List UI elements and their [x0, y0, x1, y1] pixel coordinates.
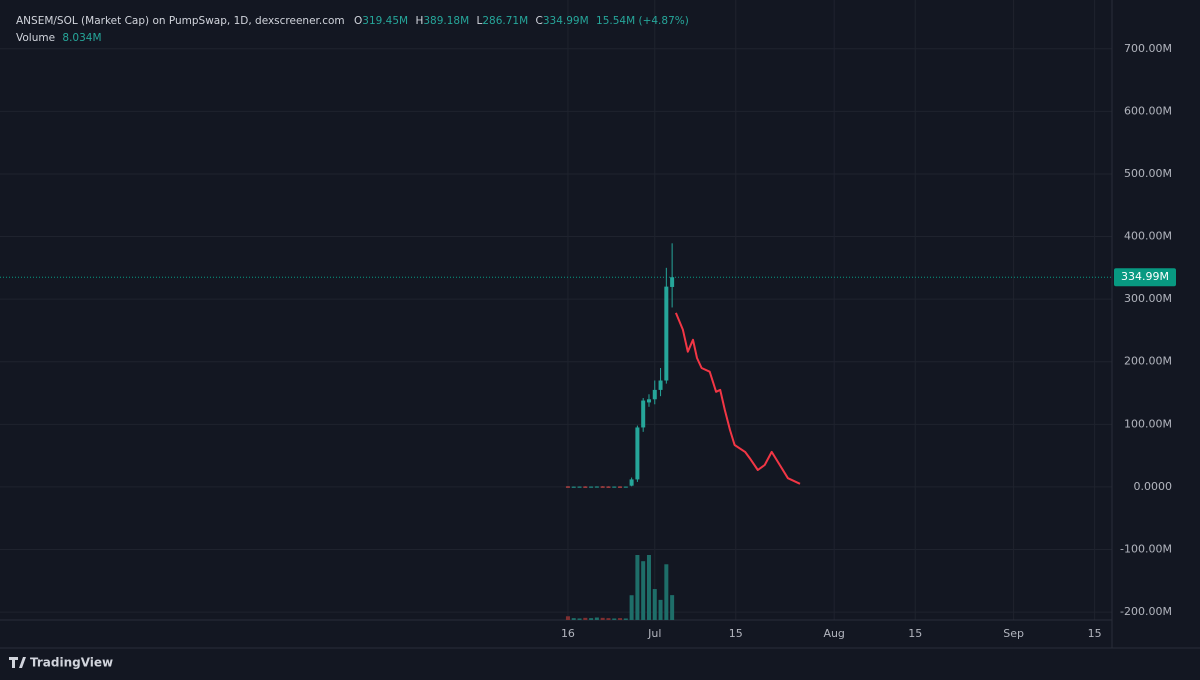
candle-body — [571, 486, 576, 488]
x-tick-label: 15 — [908, 627, 922, 640]
volume-bar — [635, 555, 640, 620]
candle-body — [658, 380, 663, 390]
change-value: 15.54M (+4.87%) — [596, 15, 689, 27]
last-price-badge — [1114, 268, 1176, 287]
close-label: C — [536, 15, 543, 27]
candle-body — [664, 286, 669, 381]
y-tick-label: 600.00M — [1124, 104, 1172, 117]
x-tick-label: 15 — [729, 627, 743, 640]
x-tick-label: Jul — [647, 627, 661, 640]
volume-bar — [600, 617, 605, 620]
candle-body — [635, 427, 640, 480]
low-value: 286.71M — [482, 15, 528, 27]
candle-body — [612, 486, 617, 488]
logo-icon — [9, 657, 26, 668]
volume-value: 8.034M — [62, 32, 101, 44]
volume-bar — [565, 616, 570, 620]
volume-bar — [658, 599, 663, 620]
candle-body — [606, 486, 611, 488]
candle-body — [652, 389, 657, 400]
open-value: 319.45M — [362, 15, 408, 27]
volume-bar — [618, 618, 623, 620]
y-tick-label: 500.00M — [1124, 167, 1172, 180]
logo[interactable]: TradingView — [9, 656, 113, 670]
candle-body — [565, 486, 570, 488]
close-value: 334.99M — [543, 15, 589, 27]
volume-bar — [652, 589, 657, 620]
y-tick-label: 0.0000 — [1134, 480, 1173, 493]
volume-bar — [629, 595, 634, 620]
volume-bar — [670, 595, 675, 620]
candle-body — [629, 479, 634, 486]
candle-body — [583, 486, 588, 488]
volume-bar — [646, 555, 651, 620]
y-tick-label: -200.00M — [1120, 605, 1172, 618]
low-label: L — [477, 15, 483, 27]
brand[interactable]: TradingView — [30, 656, 113, 670]
grid — [0, 0, 1112, 620]
y-tick-label: 400.00M — [1124, 230, 1172, 243]
volume-bar — [664, 564, 669, 620]
candle-body — [618, 486, 623, 488]
y-tick-label: 200.00M — [1124, 355, 1172, 368]
volume-bar — [571, 618, 576, 620]
candle-body — [577, 486, 582, 488]
drawn-line — [674, 312, 801, 485]
candle-body — [594, 486, 599, 488]
last-price-label: 334.99M — [1121, 270, 1169, 283]
volume-bar — [577, 618, 582, 620]
open-label: O — [354, 15, 362, 27]
volume-legend: Volume 8.034M — [16, 32, 102, 44]
volume-bar — [612, 618, 617, 620]
volume-bar — [594, 617, 599, 620]
candle-body — [589, 486, 594, 488]
y-tick-label: -100.00M — [1120, 543, 1172, 556]
x-tick-label: 16 — [561, 627, 575, 640]
candle-body — [600, 486, 605, 488]
y-tick-label: 100.00M — [1124, 417, 1172, 430]
candle-body — [670, 277, 675, 287]
high-label: H — [415, 15, 423, 27]
y-tick-label: 700.00M — [1124, 42, 1172, 55]
x-tick-label: Sep — [1003, 627, 1024, 640]
volume-bar — [641, 561, 646, 620]
symbol-title: ANSEM/SOL (Market Cap) on PumpSwap, 1D, … — [16, 15, 345, 27]
volume-bar — [589, 618, 594, 620]
volume-bar — [583, 617, 588, 620]
candle-body — [646, 399, 651, 403]
high-value: 389.18M — [423, 15, 469, 27]
candle-body — [641, 400, 646, 428]
x-tick-label: 15 — [1088, 627, 1102, 640]
header: ANSEM/SOL (Market Cap) on PumpSwap, 1D, … — [16, 15, 689, 27]
candle-body — [623, 486, 628, 488]
volume-bar — [623, 618, 628, 620]
volume-label: Volume — [16, 32, 55, 44]
y-tick-label: 300.00M — [1124, 292, 1172, 305]
volume-bar — [606, 618, 611, 620]
x-tick-label: Aug — [823, 627, 844, 640]
